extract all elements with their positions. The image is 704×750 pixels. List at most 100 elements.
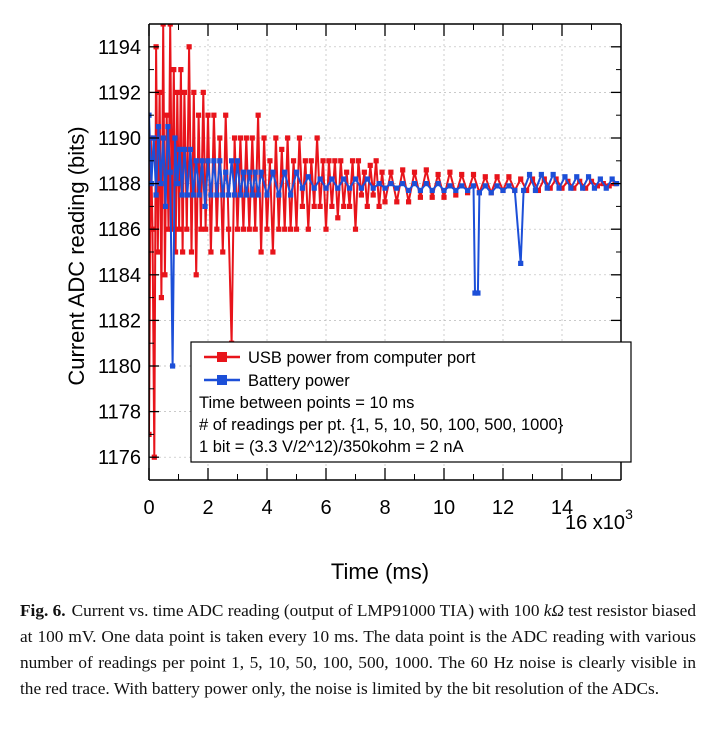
- data-point-battery: [246, 169, 252, 175]
- data-point-battery: [293, 169, 300, 175]
- data-point-usb: [231, 135, 238, 141]
- data-point-usb: [223, 112, 229, 118]
- data-point-battery: [506, 183, 512, 189]
- data-point-usb: [347, 203, 353, 209]
- caption-text-start: Current vs. time ADC reading (output of …: [71, 601, 544, 620]
- data-point-usb: [252, 226, 258, 232]
- data-point-battery: [382, 185, 388, 191]
- data-point-usb: [162, 272, 168, 278]
- x-tick-label: 12: [492, 497, 514, 519]
- data-point-battery: [199, 158, 205, 164]
- x-multiplier-exponent: 3: [625, 506, 633, 522]
- legend: USB power from computer port Battery pow…: [190, 341, 632, 463]
- data-point-usb: [157, 89, 163, 95]
- data-point-battery: [288, 192, 294, 198]
- data-point-usb: [506, 174, 512, 180]
- data-point-battery: [187, 146, 193, 152]
- data-point-battery: [475, 290, 481, 296]
- data-point-usb: [320, 158, 326, 164]
- data-point-usb: [459, 171, 465, 178]
- data-point-usb: [184, 226, 190, 232]
- tick-labels: 1176 1178 1180 1182 1184 1186 1188 1190 1192 1194…: [98, 37, 573, 519]
- data-point-usb: [338, 158, 344, 164]
- data-point-battery: [488, 190, 494, 196]
- data-point-usb: [358, 192, 364, 198]
- data-point-usb: [264, 226, 270, 232]
- data-point-battery: [160, 135, 166, 141]
- data-point-usb: [234, 226, 241, 232]
- data-point-battery: [574, 174, 580, 180]
- data-point-usb: [394, 199, 400, 205]
- data-point-usb: [160, 24, 166, 27]
- data-point-usb: [237, 135, 244, 141]
- data-point-battery: [518, 260, 524, 266]
- data-point-usb: [186, 44, 192, 50]
- data-point-usb: [276, 226, 282, 232]
- x-axis-title: Time (ms): [331, 559, 429, 584]
- data-point-usb: [470, 171, 477, 178]
- legend-label-usb: USB power from computer port: [248, 349, 476, 367]
- data-point-battery: [167, 169, 173, 175]
- data-point-usb: [417, 194, 423, 200]
- data-point-usb: [332, 158, 338, 164]
- data-point-usb: [524, 187, 530, 194]
- data-point-usb: [364, 203, 370, 209]
- data-point-battery: [580, 185, 586, 191]
- data-point-battery: [305, 174, 311, 180]
- data-point-usb: [355, 158, 362, 164]
- data-point-battery: [358, 185, 364, 191]
- data-point-usb: [453, 192, 459, 198]
- data-point-battery: [556, 185, 562, 191]
- data-point-battery: [435, 181, 441, 187]
- data-point-battery: [394, 185, 400, 191]
- data-point-battery: [591, 185, 598, 191]
- y-tick-label: 1184: [98, 265, 141, 287]
- data-point-battery: [282, 169, 288, 175]
- data-point-battery: [153, 192, 159, 198]
- data-point-battery: [214, 192, 220, 198]
- data-point-battery: [299, 185, 305, 191]
- data-point-usb: [217, 135, 223, 141]
- data-point-usb: [311, 203, 317, 209]
- data-point-battery: [179, 192, 185, 198]
- data-point-usb: [200, 89, 206, 95]
- x-tick-label: 10: [433, 497, 455, 519]
- data-point-battery: [562, 174, 568, 180]
- y-tick-label: 1186: [98, 219, 141, 241]
- y-tick-label: 1188: [98, 174, 141, 196]
- data-point-usb: [246, 226, 252, 232]
- data-point-battery: [323, 185, 329, 191]
- data-point-usb: [352, 226, 359, 232]
- data-point-usb: [240, 226, 246, 232]
- y-axis-title: Current ADC reading (bits): [64, 126, 89, 385]
- data-point-battery: [165, 124, 171, 130]
- y-tick-label: 1176: [98, 447, 141, 469]
- data-point-usb: [367, 162, 373, 168]
- legend-note-time: Time between points = 10 ms: [199, 394, 414, 412]
- data-point-usb: [441, 194, 447, 200]
- data-point-battery: [234, 158, 241, 164]
- data-point-battery: [317, 176, 323, 182]
- data-point-battery: [472, 290, 478, 296]
- legend-label-battery: Battery power: [248, 372, 350, 390]
- data-point-battery: [532, 187, 539, 194]
- data-point-battery: [162, 203, 169, 209]
- y-tick-label: 1192: [98, 82, 141, 104]
- data-point-usb: [267, 158, 273, 164]
- data-point-battery: [544, 185, 550, 191]
- data-point-battery: [526, 171, 533, 178]
- data-point-battery: [470, 183, 477, 189]
- data-point-battery: [388, 181, 394, 187]
- data-point-battery: [231, 192, 238, 198]
- data-point-usb: [379, 169, 385, 175]
- data-point-battery: [202, 203, 208, 209]
- y-tick-label: 1178: [98, 402, 141, 424]
- data-point-usb: [529, 176, 536, 182]
- data-point-usb: [203, 226, 209, 232]
- data-point-usb: [178, 67, 184, 73]
- data-point-battery: [341, 176, 347, 182]
- adc-current-chart: 1176 1178 1180 1182 1184 1186 1188 1190 1192 1194…: [64, 23, 633, 584]
- data-point-battery: [335, 185, 341, 191]
- data-point-usb: [273, 135, 279, 141]
- caption-unit: kΩ: [543, 601, 564, 620]
